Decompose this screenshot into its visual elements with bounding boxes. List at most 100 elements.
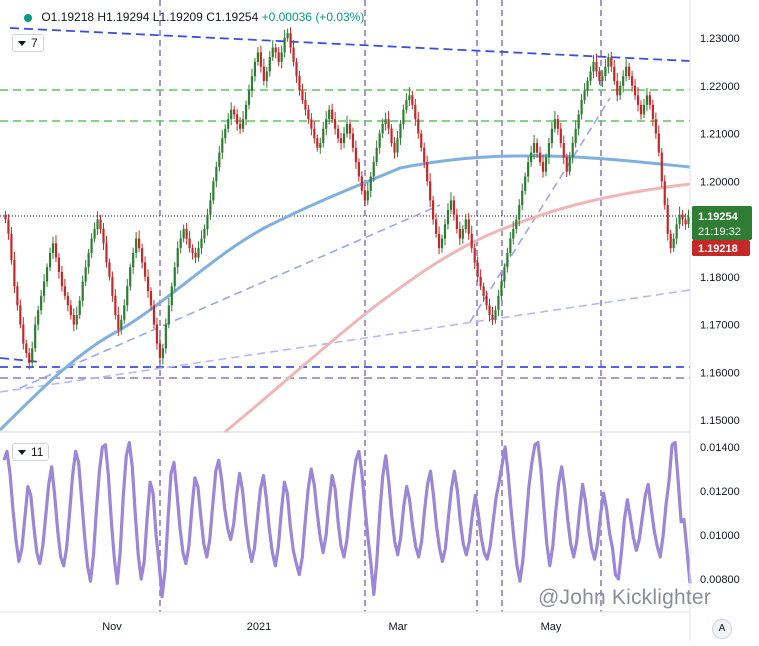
candle-body (648, 95, 652, 105)
candle-body (194, 252, 197, 258)
candle-body (111, 276, 114, 296)
candle-body (238, 123, 242, 129)
candle-body (173, 267, 176, 287)
candle-body (146, 276, 150, 292)
candle-body (586, 80, 589, 91)
candle-body (378, 133, 381, 148)
candle-body (372, 162, 375, 177)
candle-body (464, 219, 467, 229)
candle-body (72, 314, 75, 325)
candle-body (494, 310, 497, 320)
candle-body (60, 271, 64, 287)
candle-body (209, 200, 212, 215)
candle-body (179, 238, 182, 249)
chevron-down-icon (18, 41, 26, 47)
candle-body (565, 157, 568, 172)
candle-body (138, 238, 141, 249)
candle-body (354, 147, 358, 163)
candle-body (687, 217, 690, 225)
candle-body (75, 314, 78, 325)
candle-body (200, 238, 203, 249)
price-tick-label: 1.23000 (700, 33, 740, 45)
candle-body (449, 200, 453, 210)
candle-body (135, 238, 138, 253)
candle-body (233, 109, 236, 115)
candle-body (642, 104, 646, 115)
candle-body (132, 252, 135, 268)
candle-body (99, 219, 102, 229)
candle-body (633, 85, 637, 96)
candle-body (479, 276, 482, 287)
candle-body (363, 190, 366, 201)
candle-body (434, 219, 438, 234)
candle-body (645, 95, 649, 105)
candle-body (259, 52, 262, 67)
indicator-tick-label: 0.01400 (700, 442, 740, 454)
candle-body (84, 267, 87, 282)
price-tick-label: 1.17000 (700, 320, 740, 332)
price-tick-label: 1.18000 (700, 272, 740, 284)
candle-body (598, 71, 601, 81)
candle-body (185, 229, 188, 239)
indicator-legend-toggle[interactable]: 11 (12, 443, 50, 461)
resistance-trend-line (9, 27, 691, 62)
candle-body (610, 57, 613, 67)
time-tick-label: Nov (102, 621, 122, 633)
candle-body (230, 109, 233, 120)
candle-body (574, 128, 577, 144)
candle-body (619, 85, 622, 96)
indicator-tick-label: 0.01200 (700, 486, 740, 498)
candle-body (455, 214, 458, 229)
candle-body (429, 181, 432, 201)
candle-body (218, 152, 221, 167)
candle-body (250, 76, 254, 91)
candle-body (304, 100, 307, 110)
candle-body (334, 119, 337, 129)
candle-body (87, 252, 90, 268)
candle-body (126, 286, 129, 306)
candle-body (402, 109, 405, 124)
candle-body (277, 52, 280, 62)
candle-body (105, 243, 108, 263)
candle-body (63, 286, 66, 296)
open-price-badge (692, 240, 750, 256)
last-price-badge (692, 206, 752, 240)
candle-body (114, 295, 117, 315)
candle-body (580, 100, 583, 115)
sma-pink-line (224, 182, 691, 434)
candle-body (289, 33, 292, 48)
indicator-legend-count: 11 (31, 445, 44, 459)
candle-body (550, 128, 554, 144)
candle-body (221, 138, 224, 153)
time-tick-label: Mar (389, 621, 408, 633)
candle-body (22, 324, 25, 344)
main-legend-toggle[interactable]: 7 (12, 34, 44, 52)
candle-body (491, 314, 494, 320)
price-tick-label: 1.15000 (700, 415, 740, 427)
candle-body (319, 143, 322, 148)
candle-body (440, 238, 444, 249)
candle-body (203, 229, 206, 239)
candle-body (657, 133, 660, 153)
candle-body (503, 267, 506, 282)
candle-body (414, 104, 417, 120)
candle-body (639, 104, 643, 115)
candle-body (500, 281, 503, 296)
candle-body (636, 95, 640, 105)
candle-body (25, 343, 28, 354)
auto-scale-button[interactable]: A (712, 619, 732, 639)
candle-body (348, 123, 352, 134)
chevron-down-icon (18, 450, 26, 456)
ohlc-legend: O1.19218 H1.19294 L1.19209 C1.19254 +0.0… (24, 10, 364, 24)
candle-body (592, 61, 595, 72)
candle-body (443, 224, 447, 239)
candle-body (7, 219, 10, 234)
candle-body (158, 343, 162, 358)
candle-body (143, 262, 147, 277)
candle-body (4, 214, 7, 220)
candle-body (420, 133, 423, 148)
candle-body (654, 119, 657, 134)
candle-body (559, 128, 562, 144)
